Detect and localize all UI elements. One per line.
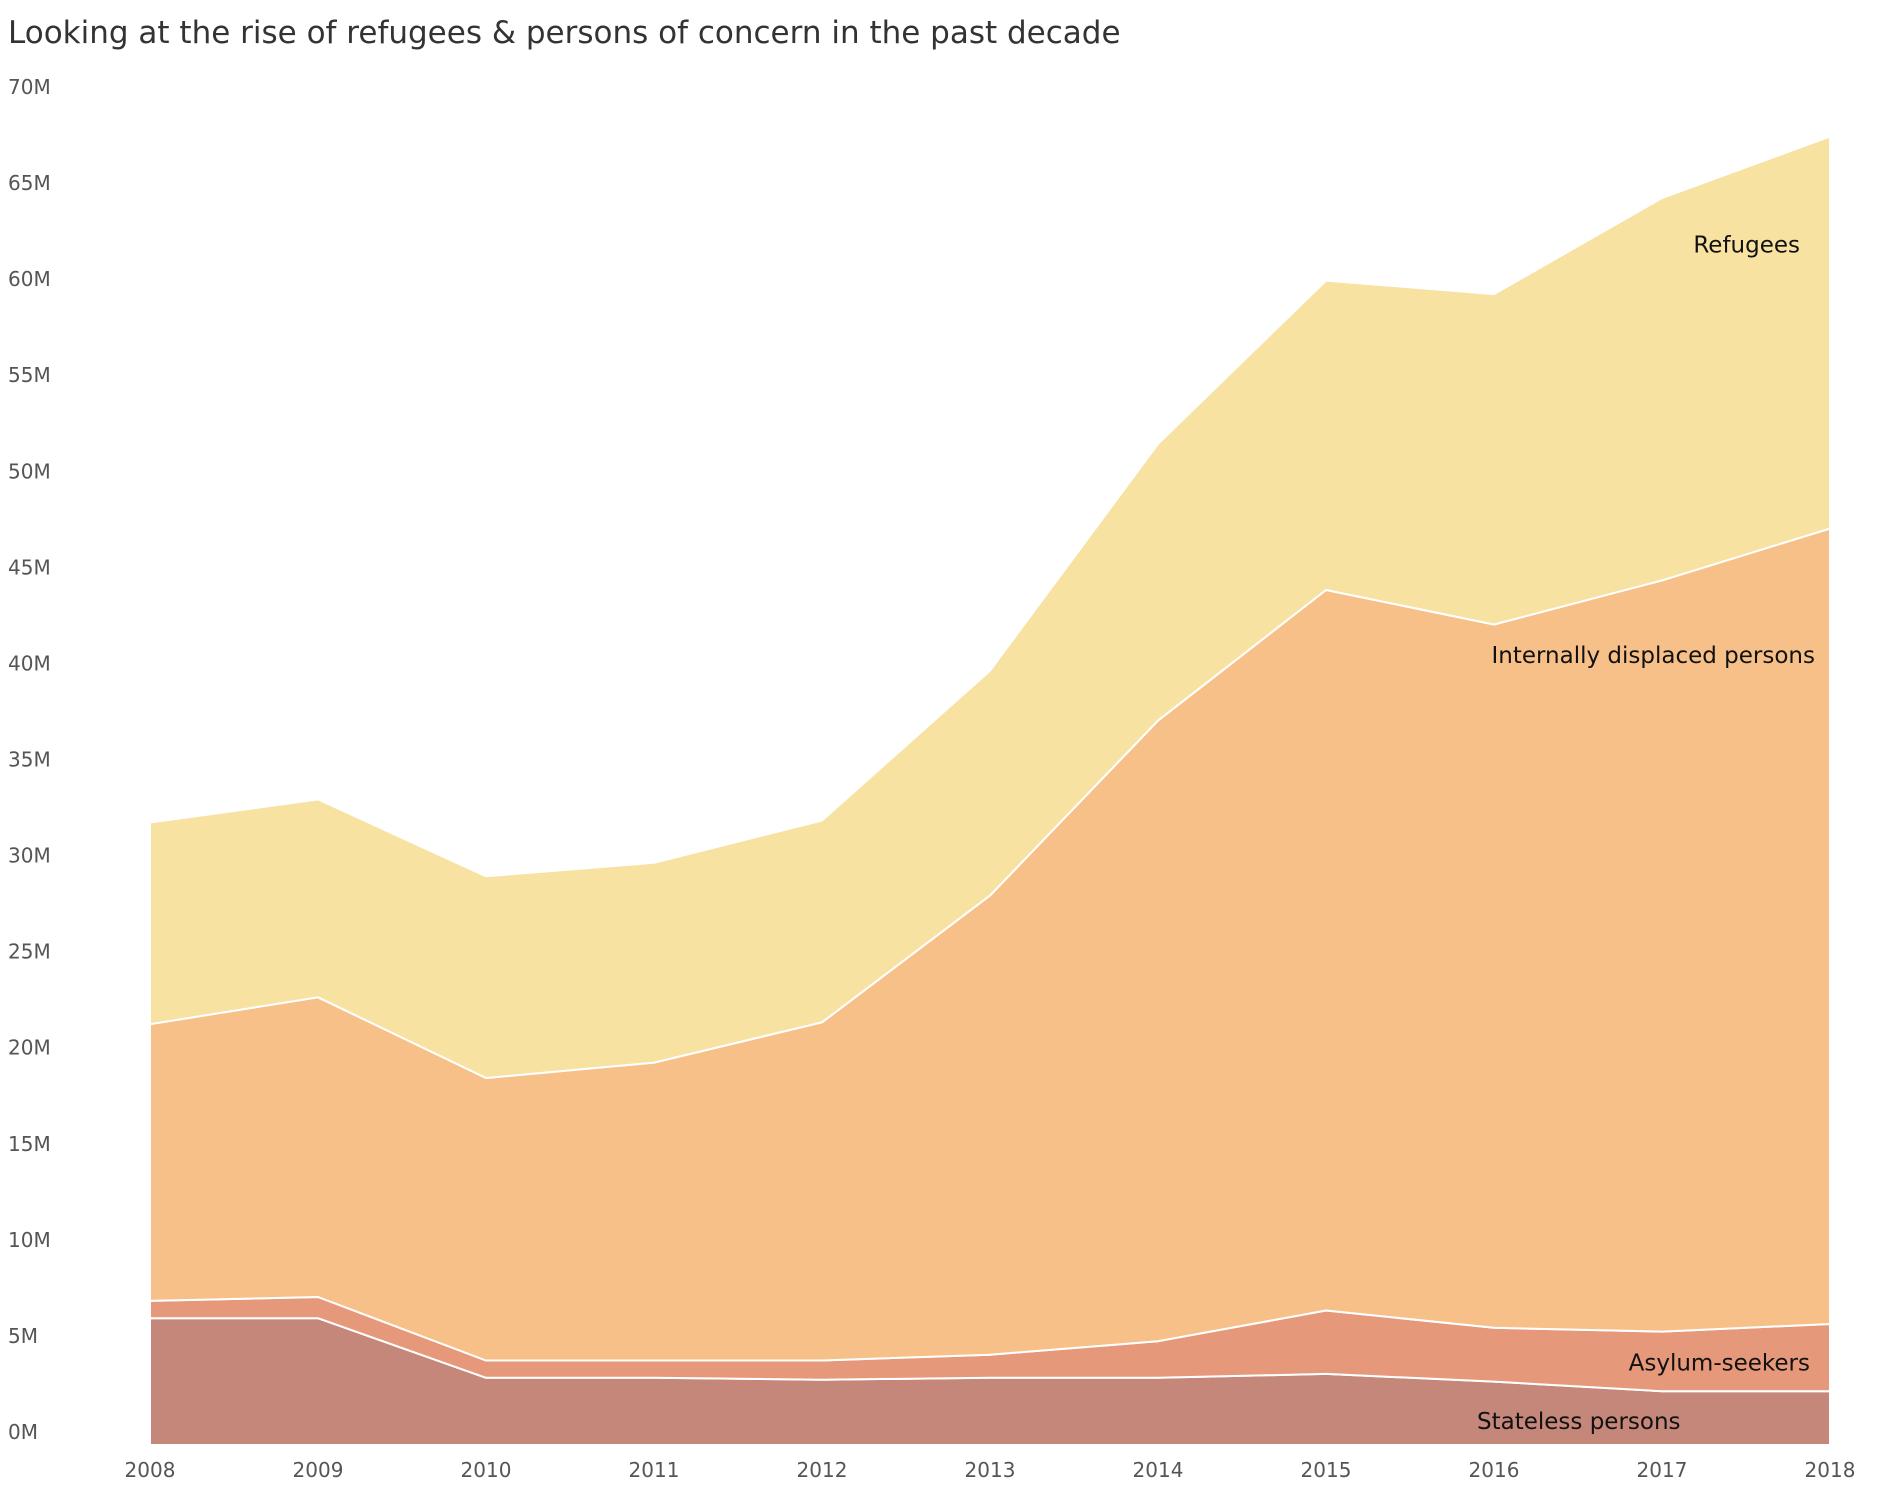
y-tick-label: 5M bbox=[8, 1324, 38, 1348]
y-tick-label: 35M bbox=[8, 748, 51, 772]
x-tick-label: 2011 bbox=[629, 1458, 680, 1482]
label-refugees: Refugees bbox=[1693, 233, 1800, 259]
x-tick-label: 2010 bbox=[461, 1458, 512, 1482]
x-tick-label: 2009 bbox=[293, 1458, 344, 1482]
y-tick-label: 60M bbox=[8, 267, 51, 291]
y-tick-label: 20M bbox=[8, 1036, 51, 1060]
y-tick-label: 40M bbox=[8, 651, 51, 675]
y-tick-label: 70M bbox=[8, 75, 51, 99]
label-asylum-seekers: Asylum-seekers bbox=[1629, 1351, 1810, 1377]
y-tick-label: 45M bbox=[8, 555, 51, 579]
y-tick-label: 0M bbox=[8, 1420, 38, 1444]
x-tick-label: 2018 bbox=[1805, 1458, 1856, 1482]
y-tick-label: 55M bbox=[8, 363, 51, 387]
y-tick-label: 15M bbox=[8, 1132, 51, 1156]
label-stateless-persons: Stateless persons bbox=[1477, 1409, 1681, 1435]
y-tick-label: 50M bbox=[8, 459, 51, 483]
x-tick-label: 2008 bbox=[125, 1458, 176, 1482]
x-tick-label: 2012 bbox=[797, 1458, 848, 1482]
label-internally-displaced-persons: Internally displaced persons bbox=[1491, 643, 1815, 669]
y-tick-label: 10M bbox=[8, 1228, 51, 1252]
y-tick-label: 30M bbox=[8, 844, 51, 868]
x-tick-label: 2016 bbox=[1469, 1458, 1520, 1482]
x-tick-label: 2015 bbox=[1301, 1458, 1352, 1482]
y-tick-label: 65M bbox=[8, 171, 51, 195]
y-tick-label: 25M bbox=[8, 940, 51, 964]
area-refugees bbox=[149, 135, 1831, 1079]
series-labels-layer: Stateless persons Asylum-seekers Internall… bbox=[1477, 233, 1815, 1435]
chart-title: Looking at the rise of refugees & person… bbox=[8, 15, 1121, 51]
x-tick-label: 2013 bbox=[965, 1458, 1016, 1482]
x-tick-label: 2017 bbox=[1637, 1458, 1688, 1482]
x-tick-label: 2014 bbox=[1133, 1458, 1184, 1482]
areas-layer bbox=[149, 135, 1831, 1446]
y-axis: 0M 5M 10M 15M 20M 25M 30M 35M 40M 45M 50M 55M 60M 65M… bbox=[8, 75, 51, 1444]
x-axis: 2008 2009 2010 2011 2012 2013 2014 2015 2016 2017… bbox=[125, 1458, 1856, 1482]
